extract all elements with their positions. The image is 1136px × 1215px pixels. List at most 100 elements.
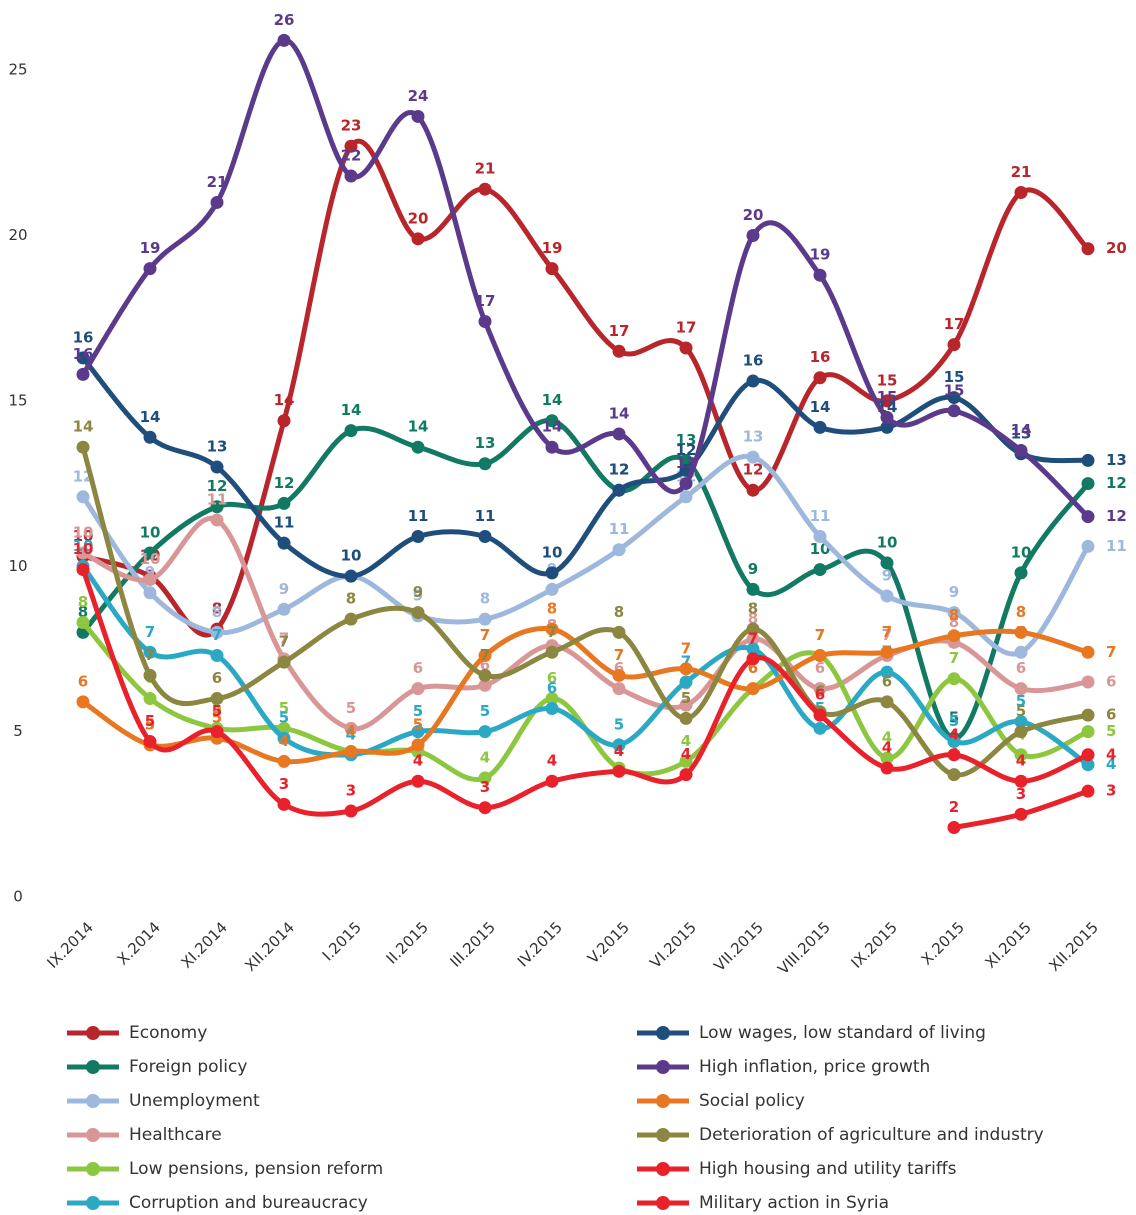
data-label: 26	[274, 11, 295, 29]
data-label: 8	[480, 590, 490, 608]
data-label: 6	[882, 672, 892, 690]
legend-marker	[86, 1094, 100, 1108]
data-label: 6	[1106, 673, 1116, 691]
data-label: 4	[346, 722, 356, 740]
data-label: 7	[815, 626, 825, 644]
data-point	[1014, 645, 1028, 659]
data-label: 12	[609, 461, 630, 479]
data-point	[277, 721, 291, 735]
data-label: 7	[882, 623, 892, 641]
legend-label: Unemployment	[129, 1091, 260, 1111]
data-point	[411, 738, 425, 752]
x-tick-label: IX.2014	[44, 918, 97, 971]
data-label: 11	[274, 514, 295, 532]
data-label: 3	[279, 775, 289, 793]
y-tick-label: 20	[8, 226, 27, 244]
data-point	[277, 731, 291, 745]
data-point	[1081, 645, 1095, 659]
data-point	[746, 632, 760, 646]
data-label: 6	[413, 659, 423, 677]
data-label: 9	[882, 567, 892, 585]
data-label: 5	[949, 709, 959, 727]
data-label: 14	[341, 401, 362, 419]
y-tick-label: 5	[13, 722, 23, 740]
data-label: 12	[1106, 474, 1127, 492]
data-point	[1014, 748, 1028, 762]
data-label: 4	[681, 732, 691, 750]
data-label: 17	[475, 292, 496, 310]
data-label: 7	[547, 623, 557, 641]
data-point	[1081, 725, 1095, 739]
data-point	[880, 695, 894, 709]
data-label: 11	[207, 490, 228, 508]
data-point	[545, 692, 559, 706]
data-label: 6	[547, 679, 557, 697]
x-tick-label: VI.2015	[647, 918, 700, 971]
data-label: 6	[212, 669, 222, 687]
data-label: 5	[1016, 702, 1026, 720]
y-tick-label: 15	[8, 391, 27, 409]
legend-label: Low pensions, pension reform	[129, 1159, 383, 1179]
data-point	[210, 195, 224, 209]
data-point	[947, 338, 961, 352]
data-point	[143, 430, 157, 444]
data-label: 21	[207, 173, 228, 191]
data-label: 12	[274, 474, 295, 492]
data-point	[679, 341, 693, 355]
data-label: 4	[882, 739, 892, 757]
data-label: 16	[73, 345, 94, 363]
data-label: 19	[810, 246, 831, 264]
legend-label: Social policy	[699, 1091, 805, 1111]
data-point	[210, 725, 224, 739]
data-point	[1081, 510, 1095, 524]
data-label: 9	[748, 560, 758, 578]
data-label: 10	[877, 533, 898, 551]
data-label: 15	[944, 368, 965, 386]
data-label: 10	[140, 550, 161, 568]
data-point	[679, 477, 693, 491]
data-label: 5	[279, 699, 289, 717]
data-label: 14	[542, 391, 563, 409]
data-label: 8	[78, 593, 88, 611]
data-label: 8	[78, 603, 88, 621]
data-label: 7	[480, 646, 490, 664]
data-label: 14	[542, 418, 563, 436]
data-point	[277, 754, 291, 768]
x-tick-label: VII.2015	[710, 918, 767, 975]
data-point	[947, 629, 961, 643]
data-point	[210, 649, 224, 663]
data-label: 10	[542, 543, 563, 561]
legend-label: High housing and utility tariffs	[699, 1159, 957, 1179]
series-line	[80, 563, 1091, 768]
data-point	[210, 513, 224, 527]
data-point	[612, 427, 626, 441]
data-label: 5	[1016, 692, 1026, 710]
data-point	[1014, 444, 1028, 457]
data-label: 17	[944, 315, 965, 333]
data-point	[76, 490, 90, 504]
data-point	[478, 668, 492, 682]
data-label: 14	[1011, 421, 1032, 439]
data-point	[478, 457, 492, 471]
data-label: 10	[73, 527, 94, 545]
data-label: 17	[609, 322, 630, 340]
data-label: 7	[279, 633, 289, 651]
data-point	[1081, 784, 1095, 798]
data-point	[344, 139, 358, 153]
data-point	[612, 682, 626, 696]
data-point	[277, 655, 291, 669]
data-point	[277, 797, 291, 811]
data-label: 6	[78, 672, 88, 690]
data-label: 13	[1011, 424, 1032, 442]
data-label: 4	[614, 742, 624, 760]
data-label: 6	[614, 659, 624, 677]
data-label: 3	[346, 782, 356, 800]
data-point	[545, 645, 559, 659]
data-point	[545, 414, 559, 428]
data-label: 6	[547, 669, 557, 687]
data-point	[612, 668, 626, 682]
data-label: 5	[145, 712, 155, 730]
data-point	[143, 692, 157, 706]
y-tick-label: 10	[8, 557, 27, 575]
data-label: 3	[1106, 782, 1116, 800]
